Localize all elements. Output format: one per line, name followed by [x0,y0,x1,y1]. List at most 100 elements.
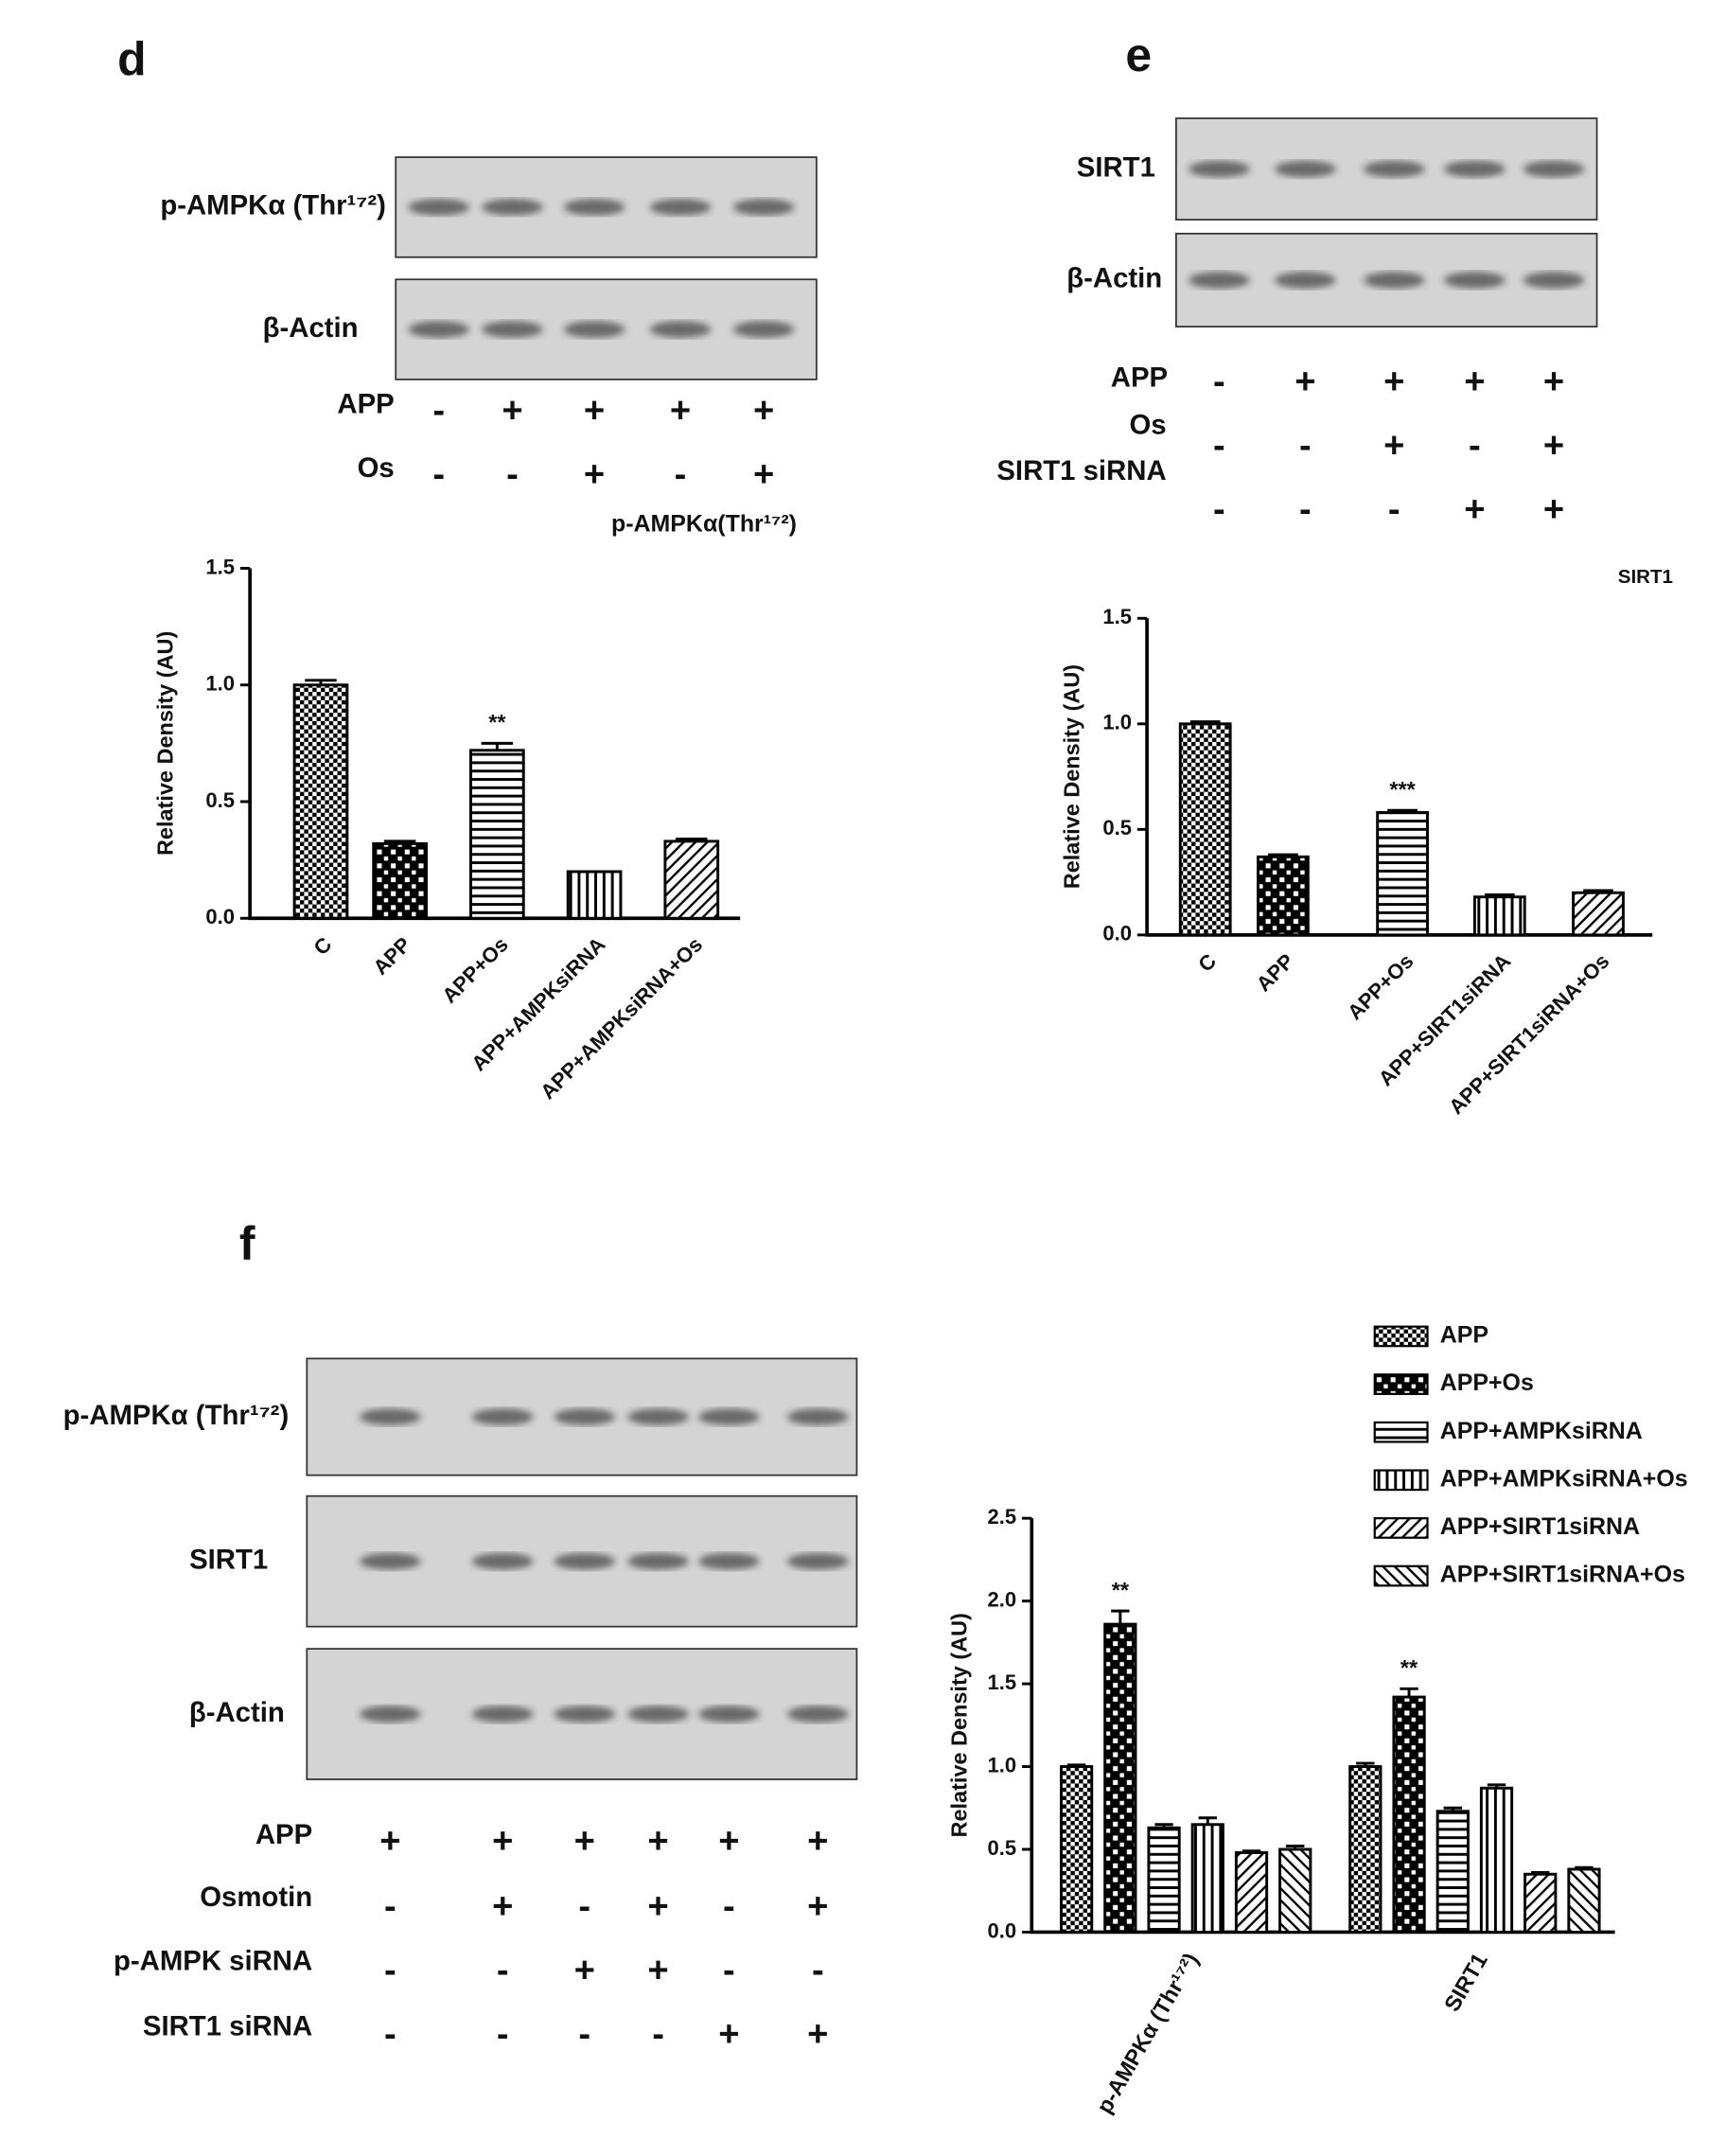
condition-sign: - [578,1886,590,1927]
condition-sign: + [670,390,691,431]
bar [1103,1622,1137,1934]
bar [566,870,623,920]
error-bar [1198,1816,1217,1825]
chart-title: SIRT1 [1618,566,1673,588]
x-tick-label: APP [368,932,415,980]
y-tick-label: 0.0 [1102,922,1132,945]
bar [1190,1823,1224,1934]
condition-label: APP [1111,362,1168,394]
legend-swatch [1373,1564,1429,1587]
blot-band [649,321,712,338]
error-bar [1400,1687,1418,1698]
error-bar [1387,808,1418,813]
blot-band [563,321,625,338]
x-tick-label: APP+SIRT1siRNA+Os [1444,949,1613,1119]
error-bar [1268,853,1298,857]
blot-band [482,199,543,216]
blot-band [471,1408,534,1425]
bar [1234,1851,1269,1934]
y-tick-label: 1.5 [988,1670,1017,1694]
blot-band [360,1408,421,1425]
error-bar [1484,893,1515,897]
blot-band [360,1552,421,1570]
blot-band [1189,272,1250,289]
blot-band [408,199,469,216]
error-bar [1154,1823,1173,1829]
condition-sign: + [1464,361,1485,401]
error-bar [305,679,337,685]
bar [1178,722,1232,937]
blot-band [732,199,795,216]
condition-sign: - [1388,488,1400,529]
blot-band [360,1705,421,1723]
bar [372,841,428,920]
bar [1147,1826,1181,1934]
condition-sign: + [1294,361,1315,401]
blot-band [554,1552,616,1570]
blot-row-label: β-Actin [1066,263,1162,294]
condition-sign: + [574,1821,595,1862]
blot-band [1523,160,1585,178]
chart-title: p-AMPKα(Thr¹⁷²) [611,511,797,538]
error-bar [383,839,416,844]
condition-sign: - [384,1886,396,1927]
error-bar [1531,1871,1550,1875]
condition-label: p-AMPK siRNA [114,1945,312,1976]
condition-label: Os [358,452,395,484]
bar [1523,1872,1558,1934]
blot-row-label: p-AMPKα (Thr¹⁷²) [63,1400,290,1431]
bar [1572,891,1625,937]
condition-sign: - [1299,488,1312,529]
blot-row-label: SIRT1 [189,1544,268,1575]
blot-band [627,1705,689,1723]
condition-sign: - [723,1950,735,1990]
significance: ** [1112,1578,1130,1602]
bar [1435,1810,1470,1934]
condition-sign: + [574,1950,595,1990]
condition-sign: - [384,1950,396,1990]
panel-label: e [1125,28,1152,81]
condition-sign: + [492,1821,513,1862]
condition-sign: - [578,2014,590,2055]
x-tick-label: C [309,932,337,960]
condition-sign: + [753,454,774,495]
blot-band [627,1552,689,1570]
blot-band [471,1552,534,1570]
condition-sign: + [584,390,605,431]
condition-sign: - [1469,425,1481,466]
x-tick-label: APP+AMPKsiRNA+Os [536,932,707,1104]
condition-sign: - [652,2014,664,2055]
error-bar [481,741,514,751]
error-bar [676,837,708,841]
blot-band [698,1705,760,1723]
legend-label: APP+AMPKsiRNA+Os [1440,1465,1688,1492]
blot-band [1364,272,1425,289]
blot-band [1189,160,1250,178]
y-axis-label: Relative Density (AU) [1060,664,1084,889]
condition-sign: + [807,1886,828,1927]
error-bar [1066,1763,1086,1767]
condition-sign: + [379,1821,400,1862]
y-axis-label: Relative Density (AU) [947,1613,972,1837]
error-bar [1189,720,1221,724]
y-tick-label: 0.5 [1102,816,1132,839]
condition-sign: + [647,1886,668,1927]
condition-sign: + [502,390,522,431]
condition-sign: + [1464,488,1485,529]
blot-row-label: β-Actin [189,1697,285,1728]
x-tick-label: APP+Os [437,932,513,1008]
condition-label: APP [337,389,394,420]
bar [1060,1765,1094,1934]
condition-sign: + [647,1950,668,1990]
blot-band [787,1408,849,1425]
bar [1257,855,1310,937]
condition-sign: - [1299,425,1312,466]
blot-band [627,1408,689,1425]
error-bar [1286,1845,1305,1850]
condition-sign: + [1543,361,1564,401]
y-tick-label: 2.0 [988,1587,1017,1611]
error-bar [1487,1783,1506,1789]
legend-label: APP [1440,1322,1488,1349]
condition-sign: - [432,454,445,495]
